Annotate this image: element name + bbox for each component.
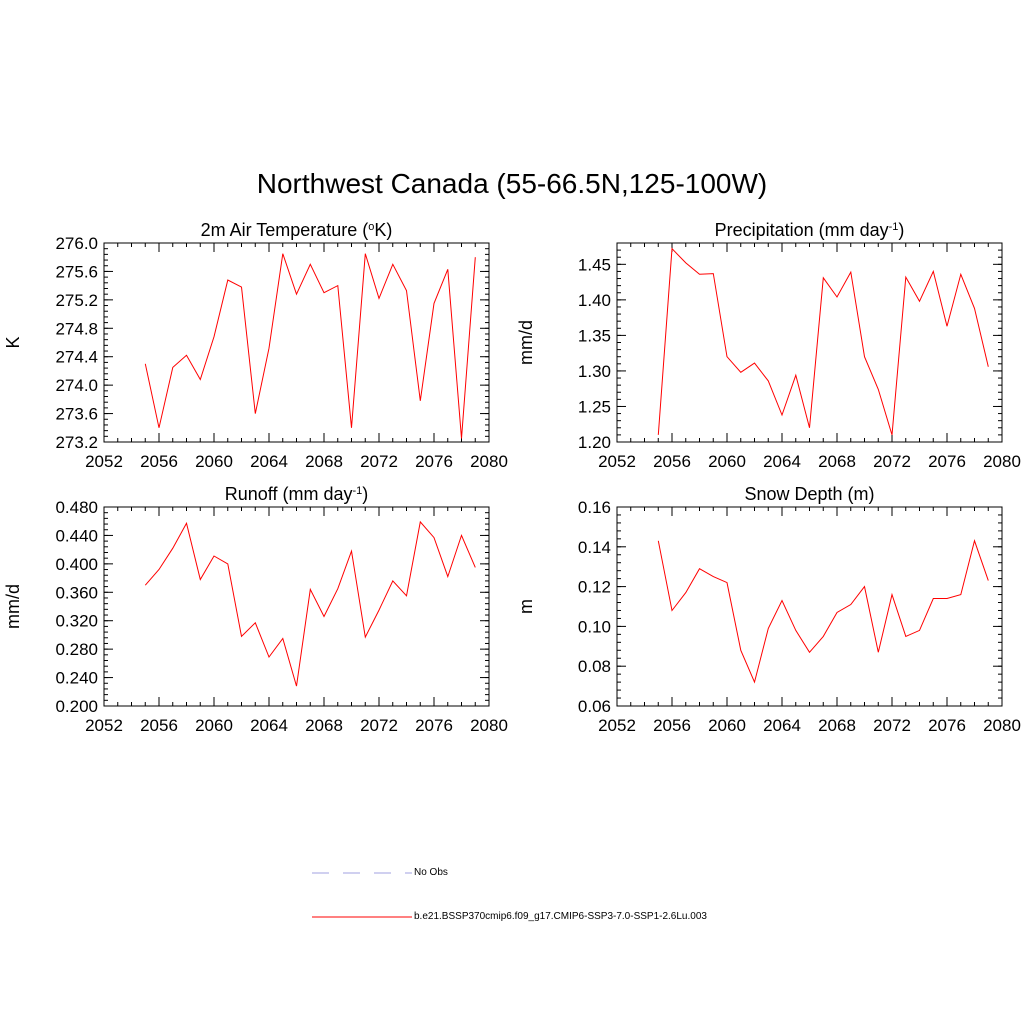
x-tick-label: 2052: [85, 716, 123, 735]
x-tick-label: 2056: [653, 452, 691, 471]
legend-label-no-obs: No Obs: [414, 867, 448, 878]
y-tick-label: 0.440: [55, 526, 98, 545]
x-tick-label: 2076: [928, 452, 966, 471]
y-tick-label: 0.08: [578, 657, 611, 676]
x-tick-label: 2080: [983, 716, 1021, 735]
y-tick-label: 0.200: [55, 697, 98, 716]
legend-label-model-run: b.e21.BSSP370cmip6.f09_g17.CMIP6-SSP3-7.…: [414, 911, 707, 922]
panel-title: Snow Depth (m): [744, 484, 874, 504]
y-tick-label: 0.280: [55, 640, 98, 659]
y-tick-label: 0.400: [55, 555, 98, 574]
panel-title-tail: ): [362, 484, 368, 504]
x-tick-label: 2060: [708, 716, 746, 735]
figure-title: Northwest Canada (55-66.5N,125-100W): [256, 168, 768, 199]
x-tick-label: 2056: [140, 452, 178, 471]
series-line: [657, 539, 989, 684]
panel-title-sup: -1: [889, 221, 899, 233]
x-tick-label: 2080: [470, 452, 508, 471]
panel-title-tail: K): [374, 220, 392, 240]
x-tick-label: 2072: [360, 716, 398, 735]
x-tick-label: 2060: [195, 452, 233, 471]
y-tick-label: 0.12: [578, 578, 611, 597]
panel-title-main: Precipitation (mm day: [715, 220, 889, 240]
y-tick-label: 0.320: [55, 612, 98, 631]
x-tick-label: 2068: [305, 452, 343, 471]
series-line: [144, 520, 476, 687]
y-tick-label: 0.16: [578, 498, 611, 517]
y-tick-label: 273.6: [55, 405, 98, 424]
panel-title-main: Snow Depth (m): [744, 484, 874, 504]
y-tick-label: 1.25: [578, 397, 611, 416]
y-tick-label: 275.2: [55, 291, 98, 310]
y-tick-label: 274.0: [55, 376, 98, 395]
y-tick-label: 275.6: [55, 262, 98, 281]
y-tick-label: 276.0: [55, 234, 98, 253]
y-tick-label: 0.480: [55, 498, 98, 517]
y-tick-label: 0.360: [55, 583, 98, 602]
plot-frame: [103, 242, 490, 443]
y-axis-label: mm/d: [516, 320, 536, 365]
y-tick-label: 0.06: [578, 697, 611, 716]
x-tick-label: 2052: [85, 452, 123, 471]
x-tick-label: 2064: [250, 452, 288, 471]
panel-title-main: 2m Air Temperature (: [201, 220, 369, 240]
y-tick-label: 0.14: [578, 538, 611, 557]
series-line: [144, 253, 476, 439]
x-tick-label: 2076: [415, 716, 453, 735]
x-tick-label: 2064: [250, 716, 288, 735]
y-tick-label: 0.240: [55, 669, 98, 688]
panel-title-tail: ): [898, 220, 904, 240]
x-tick-label: 2060: [195, 716, 233, 735]
panel-title: 2m Air Temperature (oK): [201, 220, 393, 240]
y-tick-label: 273.2: [55, 433, 98, 452]
x-tick-label: 2064: [763, 716, 801, 735]
x-tick-label: 2052: [598, 452, 636, 471]
series-line: [657, 247, 989, 436]
x-tick-label: 2068: [305, 716, 343, 735]
panel-3: 2052 2056 2060 2064 2068 2072 2076 2080 0.200 0.2…: [3, 484, 508, 735]
plot-frame: [103, 506, 490, 707]
y-tick-label: 0.10: [578, 617, 611, 636]
x-tick-label: 2076: [928, 716, 966, 735]
x-tick-label: 2072: [873, 452, 911, 471]
x-tick-label: 2072: [360, 452, 398, 471]
x-tick-label: 2076: [415, 452, 453, 471]
panel-title-sup: -1: [352, 485, 362, 497]
plot-frame: [616, 242, 1003, 443]
panel-title-main: Runoff (mm day: [225, 484, 353, 504]
x-tick-label: 2068: [818, 716, 856, 735]
y-tick-label: 274.8: [55, 319, 98, 338]
x-tick-label: 2052: [598, 716, 636, 735]
y-axis-label: m: [516, 599, 536, 614]
y-axis-label: K: [3, 336, 23, 348]
y-axis-label: mm/d: [3, 584, 23, 629]
y-tick-label: 1.30: [578, 362, 611, 381]
y-tick-label: 1.40: [578, 291, 611, 310]
x-tick-label: 2072: [873, 716, 911, 735]
panel-4: 2052 2056 2060 2064 2068 2072 2076 2080 0.06 0.08…: [516, 484, 1021, 735]
y-tick-label: 1.35: [578, 326, 611, 345]
x-tick-label: 2068: [818, 452, 856, 471]
legend: [312, 872, 412, 918]
panel-title-sup: o: [368, 221, 374, 233]
x-tick-label: 2080: [470, 716, 508, 735]
y-tick-label: 1.45: [578, 255, 611, 274]
x-tick-label: 2064: [763, 452, 801, 471]
y-tick-label: 274.4: [55, 348, 98, 367]
panel-title: Runoff (mm day-1): [225, 484, 369, 504]
panel-1: 2052 2056 2060 2064 2068 2072 2076 2080 273.2 273…: [3, 220, 508, 471]
panel-title: Precipitation (mm day-1): [715, 220, 905, 240]
x-tick-label: 2060: [708, 452, 746, 471]
x-tick-label: 2056: [140, 716, 178, 735]
x-tick-label: 2056: [653, 716, 691, 735]
y-tick-label: 1.20: [578, 433, 611, 452]
x-tick-label: 2080: [983, 452, 1021, 471]
panel-2: 2052 2056 2060 2064 2068 2072 2076 2080 1.20 1.25…: [516, 220, 1021, 471]
